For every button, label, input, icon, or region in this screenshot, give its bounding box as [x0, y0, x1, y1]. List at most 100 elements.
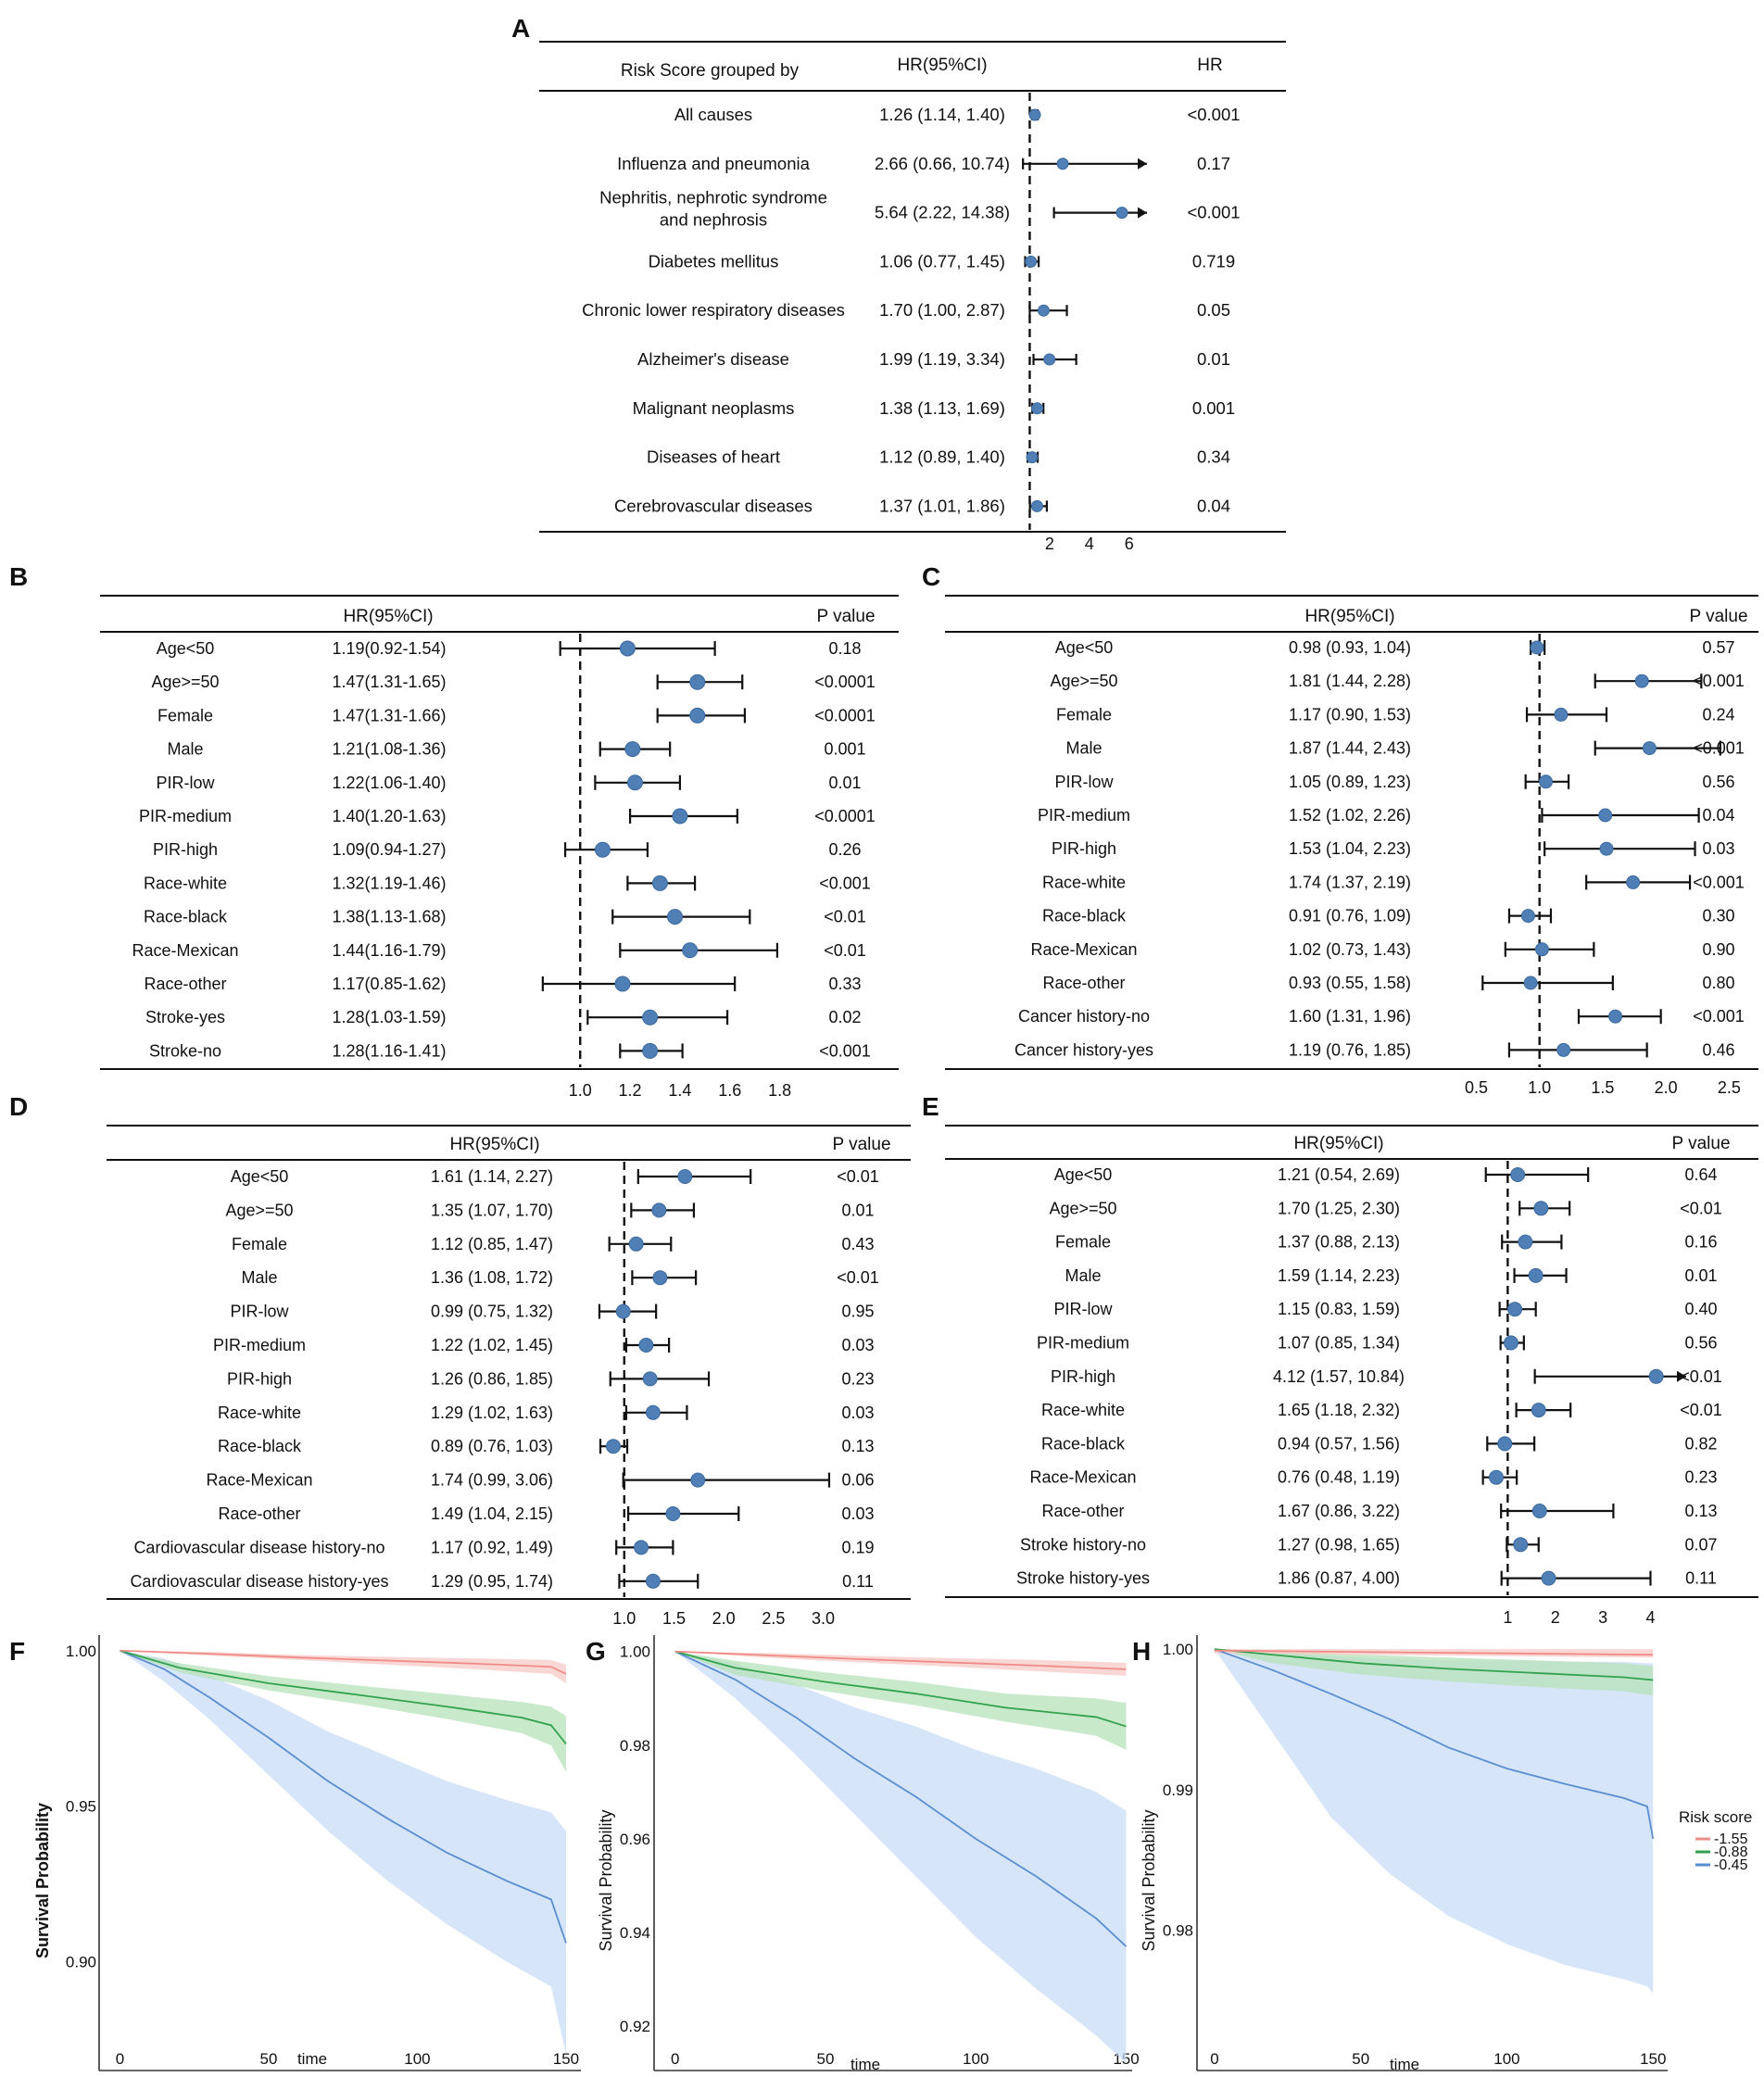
- row-label: Race-Mexican: [1029, 1468, 1136, 1487]
- row-p-value: 0.03: [841, 1504, 874, 1523]
- hr-point: [1026, 451, 1039, 464]
- hr-point: [1648, 1368, 1664, 1384]
- row-p-value: 0.03: [1702, 839, 1734, 858]
- row-p-value: 0.001: [1192, 398, 1235, 418]
- row-label: Age<50: [157, 639, 215, 658]
- row-label: Cardiovascular disease history-yes: [130, 1572, 388, 1591]
- row-label: PIR-low: [230, 1303, 289, 1321]
- row-hr-ci: 1.09(0.94-1.27): [332, 840, 446, 859]
- x-tick-label: 100: [1493, 2050, 1519, 2068]
- legend-label: -0.88: [1714, 1844, 1748, 1860]
- row-p-value: <0.001: [1693, 1007, 1745, 1026]
- row-hr-ci: 1.12 (0.89, 1.40): [879, 447, 1005, 467]
- row-label: Stroke-no: [149, 1041, 221, 1060]
- row-label: Race-white: [1042, 873, 1126, 891]
- hr-point: [645, 1404, 661, 1420]
- hr-point: [677, 1169, 693, 1184]
- row-p-value: <0.001: [819, 1041, 871, 1060]
- y-tick-label: 0.96: [620, 1831, 650, 1848]
- row-p-value: <0.001: [1693, 873, 1745, 891]
- hr-point: [628, 1236, 644, 1252]
- survival-line-blue: [120, 1649, 567, 1944]
- row-p-value: 0.01: [1197, 349, 1230, 369]
- panel-a-letter: A: [511, 14, 530, 43]
- axis-tick-label: 2.0: [1655, 1078, 1678, 1097]
- row-label: PIR-low: [1054, 773, 1114, 791]
- ci-band-blue: [674, 1651, 1127, 2064]
- hr-point: [1497, 1436, 1513, 1452]
- row-hr-ci: 1.49 (1.04, 2.15): [431, 1504, 553, 1523]
- legend-title: Risk score: [1679, 1808, 1752, 1826]
- row-label: Age>=50: [1050, 672, 1117, 690]
- hr-point: [651, 1202, 667, 1218]
- hr-point: [1056, 157, 1069, 170]
- row-label: Diseases of heart: [647, 447, 780, 467]
- panel-d-header-ci: HR(95%CI): [449, 1135, 539, 1154]
- row-hr-ci: 1.22 (1.02, 1.45): [431, 1336, 553, 1354]
- panel-b-header-ci: HR(95%CI): [343, 607, 433, 626]
- row-label: Female: [1055, 1233, 1111, 1252]
- legend-label: -0.45: [1714, 1857, 1748, 1873]
- hr-point: [619, 640, 636, 657]
- x-tick-label: 50: [817, 2050, 835, 2068]
- panel-a-header-group: Risk Score grouped by: [621, 61, 800, 81]
- row-p-value: <0.01: [824, 908, 866, 926]
- row-hr-ci: 1.02 (0.73, 1.43): [1289, 940, 1411, 959]
- row-p-value: 0.80: [1702, 974, 1734, 992]
- row-label: Female: [158, 706, 213, 724]
- panel-d: D HR(95%CI) P value 1.0 1.5 2.0 2.5 3.0 Age<5…: [9, 1092, 911, 1628]
- hr-point: [1531, 1403, 1546, 1418]
- row-p-value: 0.64: [1684, 1165, 1717, 1184]
- row-hr-ci: 0.89 (0.76, 1.03): [431, 1437, 553, 1455]
- hr-point: [642, 1042, 659, 1059]
- row-label: Alzheimer's disease: [637, 349, 789, 369]
- hr-point: [1503, 1335, 1518, 1351]
- row-p-value: <0.01: [1680, 1401, 1722, 1419]
- row-label: PIR-medium: [213, 1336, 306, 1354]
- row-hr-ci: 0.99 (0.75, 1.32): [431, 1303, 553, 1321]
- row-hr-ci: 1.87 (1.44, 2.43): [1289, 739, 1411, 758]
- hr-point: [1489, 1469, 1505, 1485]
- row-label: Age<50: [231, 1167, 289, 1186]
- hr-point: [1531, 1504, 1547, 1518]
- row-hr-ci: 1.44(1.16-1.79): [332, 941, 446, 960]
- row-p-value: 0.19: [841, 1538, 874, 1556]
- x-axis-title: time: [297, 2050, 327, 2068]
- panel-h-letter: H: [1132, 1637, 1151, 1666]
- survival-line-blue: [1214, 1648, 1655, 1840]
- row-label: Age<50: [1055, 638, 1114, 657]
- row-hr-ci: 0.91 (0.76, 1.09): [1289, 907, 1411, 925]
- hr-point: [615, 1303, 631, 1319]
- row-hr-ci: 0.94 (0.57, 1.56): [1278, 1434, 1400, 1453]
- row-hr-ci: 1.28(1.03-1.59): [332, 1008, 446, 1026]
- hr-point: [1507, 1302, 1523, 1317]
- row-hr-ci: 1.86 (0.87, 4.00): [1278, 1569, 1400, 1588]
- ci-band-blue: [120, 1650, 566, 2056]
- panel-f: F 1.00 0.95 0.90 0 50 100 150 time Survival Prob…: [9, 1635, 581, 2071]
- row-hr-ci: 1.37 (0.88, 2.13): [1278, 1233, 1400, 1252]
- row-p-value: 0.90: [1702, 940, 1734, 959]
- row-label: Male: [1065, 1266, 1101, 1285]
- x-tick-label: 150: [553, 2050, 579, 2068]
- row-hr-ci: 1.59 (1.14, 2.23): [1278, 1266, 1400, 1285]
- row-p-value: 0.03: [841, 1336, 874, 1354]
- survival-line-red: [1214, 1649, 1654, 1656]
- hr-point: [1520, 909, 1535, 924]
- row-p-value: <0.01: [837, 1268, 879, 1287]
- hr-point: [1634, 673, 1649, 688]
- row-p-value: <0.01: [1680, 1367, 1722, 1386]
- hr-point: [1599, 841, 1614, 856]
- row-p-value: 0.30: [1702, 907, 1734, 925]
- row-hr-ci: 1.05 (0.89, 1.23): [1289, 773, 1411, 791]
- row-label: Race-white: [144, 874, 227, 892]
- x-tick-label: 50: [260, 2050, 278, 2068]
- hr-point: [1534, 942, 1549, 957]
- x-tick-label: 100: [404, 2050, 430, 2068]
- legend-label: -1.55: [1714, 1832, 1748, 1847]
- panel-c-header-p: P value: [1689, 607, 1747, 626]
- row-label: Race-white: [218, 1404, 301, 1422]
- axis-tick-label: 6: [1125, 535, 1134, 553]
- row-hr-ci: 0.93 (0.55, 1.58): [1289, 974, 1411, 992]
- row-label: Male: [241, 1268, 277, 1287]
- axis-tick-label: 1.0: [612, 1609, 636, 1628]
